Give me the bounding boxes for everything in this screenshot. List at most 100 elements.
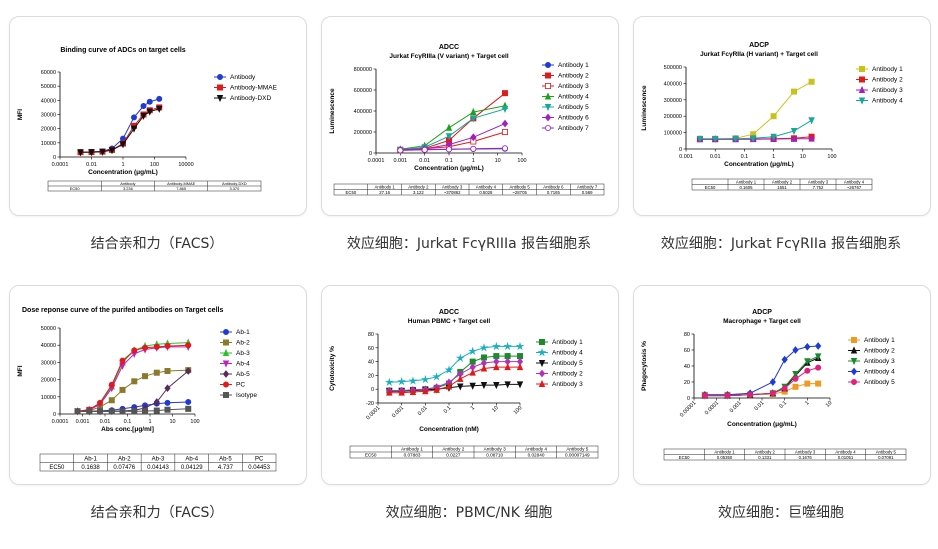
data-point — [444, 365, 454, 374]
legend-marker — [858, 97, 866, 105]
table-header-cell: Ab-5 — [219, 457, 232, 463]
data-point — [479, 343, 489, 352]
table-cell: 0.04129 — [181, 465, 203, 471]
table-header-cell: Ab-1 — [84, 457, 97, 463]
data-point — [119, 141, 127, 149]
data-point — [792, 383, 799, 390]
legend-marker — [850, 358, 858, 366]
legend-marker — [222, 370, 230, 378]
y-tick-label: 0 — [687, 396, 690, 402]
legend-marker — [544, 92, 552, 100]
legend-label: Antibody 2 — [872, 77, 903, 84]
legend-label: Antibody 2 — [864, 348, 895, 355]
y-tick-label: 0 — [679, 147, 682, 153]
legend-marker — [850, 337, 857, 344]
data-point — [97, 399, 104, 406]
data-point — [790, 127, 798, 136]
x-tick-label: 1 — [470, 405, 476, 411]
table-cell: 0.04453 — [248, 465, 270, 471]
data-point — [815, 342, 822, 350]
x-tick-label: 0.001 — [391, 405, 405, 419]
data-point — [146, 98, 153, 105]
x-tick-label: 0.1 — [741, 154, 749, 160]
table-cell: 27.16 — [379, 190, 390, 195]
data-point — [711, 135, 719, 143]
chart-panel-adcp-fcgr2a: ADCP Jurkat FcγRIIa (H variant) + Target … — [633, 16, 931, 216]
legend-label: Antibody 3 — [872, 87, 903, 94]
y-tick-label: 30000 — [41, 113, 56, 119]
legend-marker — [222, 348, 230, 356]
x-tick-label: 100 — [827, 154, 836, 160]
data-point — [749, 135, 757, 143]
table-header-cell: Antibody 5 — [566, 447, 588, 452]
y-tick-label: 80 — [684, 332, 690, 338]
table-cell: 0.07476 — [113, 465, 135, 471]
data-point — [156, 105, 163, 113]
table-header-cell: Antibody 2 — [755, 449, 776, 454]
x-tick-label: 10 — [825, 400, 834, 409]
table-header-cell: Antibody 4 — [844, 179, 865, 184]
chart-panel-adcp-macrophage: ADCP Macrophage + Target cell 0 20 40 60 80 0.0… — [633, 285, 931, 485]
legend-label: Isotype — [236, 392, 257, 399]
adcp-fcgr2a-chart: ADCP Jurkat FcγRIIa (H variant) + Target … — [641, 42, 903, 191]
legend-label: Ab-3 — [236, 350, 250, 357]
data-point — [384, 377, 394, 386]
data-point — [701, 392, 708, 399]
data-point — [164, 384, 171, 393]
y-tick-label: 0 — [53, 412, 56, 418]
chart-panel-binding-adc: Binding curve of ADCs on target cells 0 10… — [9, 16, 307, 216]
table-cell: 7.865 — [176, 186, 186, 191]
table-cell: 3.370 — [230, 186, 241, 191]
table-header-cell: Antibody-DXD — [222, 181, 247, 186]
x-axis-label: Concentration (μg/mL) — [724, 161, 794, 168]
legend-marker — [216, 95, 224, 103]
data-point — [696, 135, 704, 143]
table-header-cell: Antibody — [120, 181, 135, 186]
legend-label: Ab-1 — [236, 329, 250, 336]
x-axis-label: Concentration (μg/mL) — [414, 165, 484, 172]
data-point — [445, 133, 453, 141]
data-point — [808, 78, 815, 85]
x-tick-label: 0.01 — [710, 154, 721, 160]
x-tick-label: 0.0001 — [368, 158, 385, 164]
table-cell: ~28705 — [512, 190, 527, 195]
table-header-cell: Antibody 4 — [525, 447, 547, 452]
data-point — [108, 381, 115, 388]
table-cell: 3.122 — [413, 190, 424, 195]
legend-marker — [544, 62, 551, 69]
data-point — [747, 391, 754, 398]
x-tick-label: 0.1 — [778, 400, 788, 410]
table-cell: 7.752 — [813, 185, 824, 190]
x-tick-label: 1 — [121, 162, 124, 168]
adcc-pbmc-chart: ADCC Human PBMC + Target cell -20 0 20 40 60 80… — [329, 309, 599, 459]
legend-label: PC — [236, 382, 245, 389]
table-cell: 0.1638 — [81, 465, 100, 471]
legend-label: Antibody 4 — [558, 94, 589, 101]
table-cell: 0.569 — [582, 190, 593, 195]
y-tick-label: 40 — [684, 364, 690, 370]
data-point — [164, 343, 171, 350]
data-point — [480, 364, 488, 372]
data-point — [791, 88, 798, 95]
caption-jurkat-fcgr2a: 效应细胞：Jurkat FcγRIIa 报告细胞系 — [660, 236, 902, 252]
y-tick-label: 60 — [368, 346, 374, 352]
chart-panel-dose-response: Dose reponse curve of the purifed antibo… — [9, 285, 307, 485]
x-axis-label: Abs conc.[μg/ml] — [101, 426, 154, 433]
y-tick-label: -20 — [366, 401, 374, 407]
chart-title: Binding curve of ADCs on target cells — [60, 47, 185, 54]
legend-marker — [544, 72, 551, 79]
legend-marker — [858, 76, 865, 83]
legend-label: Antibody 3 — [558, 83, 589, 90]
data-point — [99, 148, 106, 156]
legend-marker — [222, 329, 229, 336]
adcc-fcgr3a-chart: ADCC Jurkat FcγRIIIa (V variant) + Target… — [329, 44, 605, 196]
legend-marker — [858, 85, 866, 93]
table-header-cell: Antibody 1 — [375, 184, 396, 189]
caption-pbmc-nk: 效应细胞：PBMC/NK 细胞 — [385, 505, 553, 521]
data-point — [420, 374, 430, 384]
data-point — [815, 364, 822, 371]
data-point — [501, 90, 508, 97]
data-point — [491, 341, 501, 351]
legend-label: Antibody 4 — [552, 350, 583, 357]
legend-label: Antibody 5 — [864, 379, 895, 386]
